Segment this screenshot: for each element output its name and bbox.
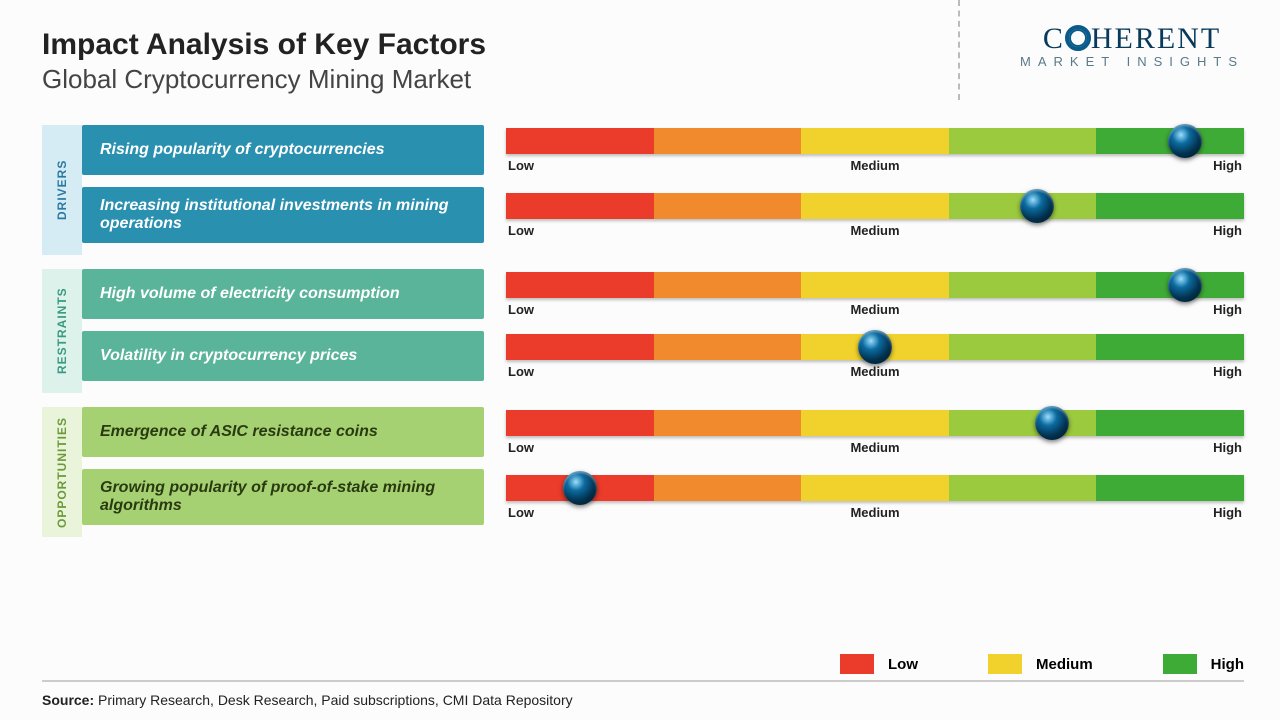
factor-row: Emergence of ASIC resistance coinsLowMed… — [82, 407, 1244, 457]
footer-rule — [42, 680, 1244, 682]
impact-gauge — [506, 410, 1244, 436]
section-label: DRIVERS — [42, 125, 82, 255]
legend: Low Medium High — [840, 654, 1244, 674]
factor-row: Rising popularity of cryptocurrenciesLow… — [82, 125, 1244, 175]
factor-row: Volatility in cryptocurrency pricesLowMe… — [82, 331, 1244, 381]
gauge-knob — [858, 330, 892, 364]
impact-gauge — [506, 272, 1244, 298]
factor-row: Increasing institutional investments in … — [82, 187, 1244, 243]
section-label: OPPORTUNITIES — [42, 407, 82, 537]
legend-item: High — [1163, 654, 1244, 674]
gear-icon — [1065, 25, 1091, 51]
section: RESTRAINTSHigh volume of electricity con… — [42, 269, 1244, 393]
brand-logo: CHERENT MARKET INSIGHTS — [1020, 22, 1244, 69]
legend-item: Low — [840, 654, 918, 674]
factor-label: Emergence of ASIC resistance coins — [82, 407, 484, 457]
impact-gauge — [506, 128, 1244, 154]
factor-label: High volume of electricity consumption — [82, 269, 484, 319]
gauge-knob — [563, 471, 597, 505]
factor-row: Growing popularity of proof-of-stake min… — [82, 469, 1244, 525]
section-label: RESTRAINTS — [42, 269, 82, 393]
section: OPPORTUNITIESEmergence of ASIC resistanc… — [42, 407, 1244, 537]
legend-item: Medium — [988, 654, 1093, 674]
section: DRIVERSRising popularity of cryptocurren… — [42, 125, 1244, 255]
impact-gauge — [506, 475, 1244, 501]
gauge-knob — [1168, 268, 1202, 302]
factor-row: High volume of electricity consumptionLo… — [82, 269, 1244, 319]
logo-sub: MARKET INSIGHTS — [1020, 54, 1244, 69]
legend-swatch — [988, 654, 1022, 674]
logo-main: CHERENT — [1020, 22, 1244, 56]
factor-label: Increasing institutional investments in … — [82, 187, 484, 243]
legend-swatch — [840, 654, 874, 674]
impact-gauge — [506, 193, 1244, 219]
legend-swatch — [1163, 654, 1197, 674]
factor-label: Volatility in cryptocurrency prices — [82, 331, 484, 381]
chart-body: DRIVERSRising popularity of cryptocurren… — [42, 125, 1244, 551]
gauge-knob — [1168, 124, 1202, 158]
impact-gauge — [506, 334, 1244, 360]
factor-label: Growing popularity of proof-of-stake min… — [82, 469, 484, 525]
source-line: Source: Primary Research, Desk Research,… — [42, 692, 573, 708]
gauge-knob — [1020, 189, 1054, 223]
gauge-knob — [1035, 406, 1069, 440]
header-divider — [958, 0, 960, 100]
factor-label: Rising popularity of cryptocurrencies — [82, 125, 484, 175]
